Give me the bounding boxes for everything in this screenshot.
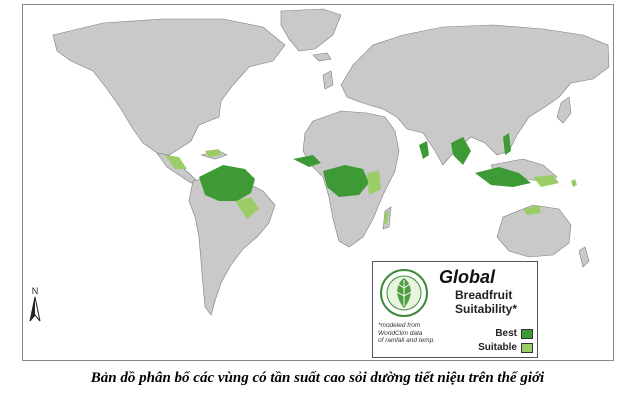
suitable-north-australia [523,205,541,215]
greenland [280,8,342,52]
map-frame [22,4,614,361]
legend-subtitle-line1: Breadfruit [455,288,513,302]
legend-item-suitable-swatch [521,343,533,353]
new-zealand [578,246,590,268]
best-west-africa [293,155,321,167]
legend-item-best-swatch [521,329,533,339]
suitable-regions [165,149,577,225]
suitable-caribbean [205,149,221,157]
uk [322,70,334,90]
best-indonesia [475,167,531,187]
legend-subtitle-line2: Suitability* [455,302,518,316]
best-indochina [451,137,471,165]
best-amazon [199,165,255,201]
suitable-madagascar [383,211,389,225]
map-caption: Bản dồ phân bố các vùng có tần suất cao … [90,370,545,386]
suitable-east-africa [367,171,381,195]
legend-item-suitable-label: Suitable [478,342,517,353]
japan [556,96,572,124]
legend-note-line2: WorldClim data [378,329,423,337]
best-india [419,141,429,159]
legend-note: *modeled from WorldClim data of rainfall… [378,322,458,345]
north-arrow-label: N [32,286,39,296]
legend: Global Breadfruit Suitability* *modeled … [372,261,538,358]
legend-title: Global [439,267,496,287]
suitable-brazil [235,197,259,219]
north-america [52,18,286,156]
legend-note-line3: of rainfall and temp. [378,337,436,344]
eurasia [340,24,610,166]
suitable-central-america [165,155,187,169]
iceland [312,52,332,62]
legend-item-suitable: Suitable [477,342,533,354]
best-suitability-regions [199,133,531,201]
north-arrow-icon: N [29,286,41,322]
best-philippines [503,133,511,155]
legend-item-best-label: Best [495,328,517,339]
world-map [52,8,610,316]
breadfruit-leaf-seal-icon [380,269,428,317]
legend-note-line1: *modeled from [378,322,421,329]
suitable-pacific-islands [571,179,577,187]
best-central-africa [323,165,369,197]
suitable-new-guinea [533,175,559,187]
legend-item-best: Best [477,328,533,340]
australia [496,204,572,258]
